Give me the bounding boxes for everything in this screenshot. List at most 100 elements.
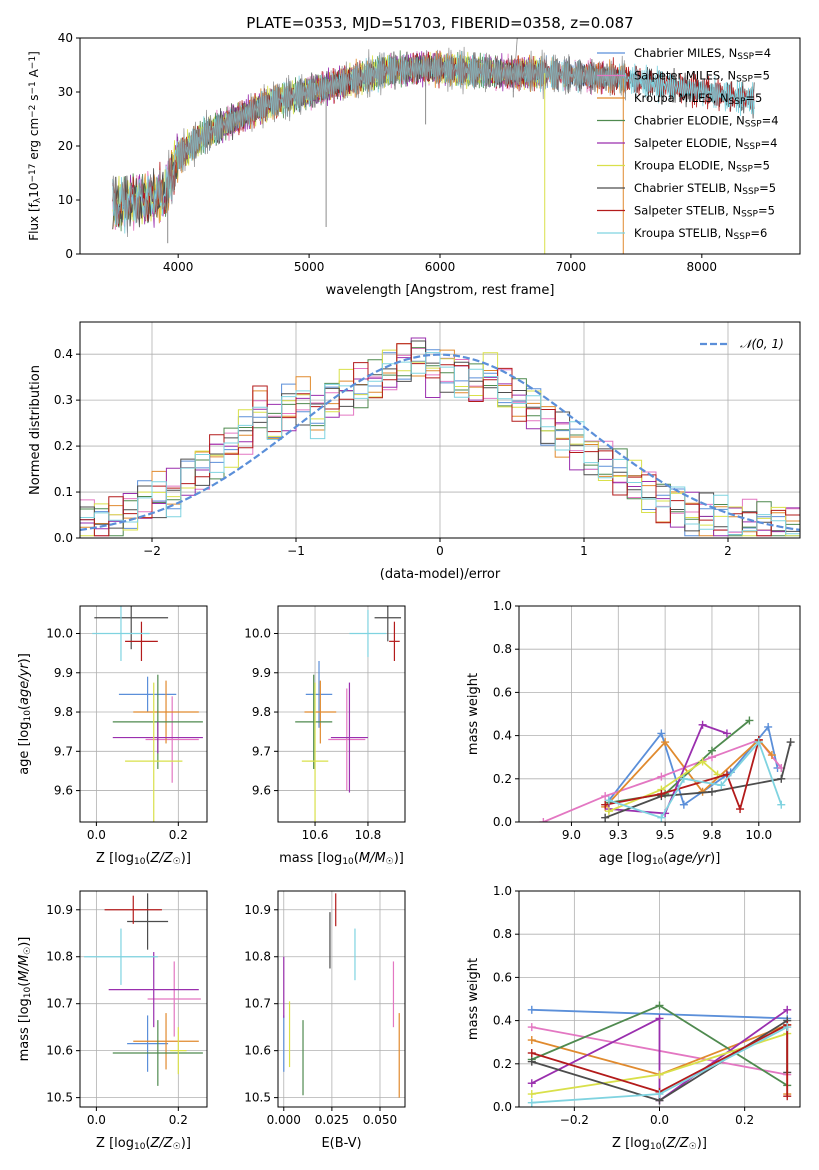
plot-area xyxy=(283,893,400,1098)
y-tick-label: 1.0 xyxy=(493,599,512,613)
x-axis-label: Z [log10(Z/Z☉)] xyxy=(96,1136,191,1152)
y-axis-label: mass weight xyxy=(466,673,481,755)
label-part: ( xyxy=(145,1136,150,1151)
axes-frame xyxy=(518,605,801,823)
y-tick-label: 10 xyxy=(58,193,73,207)
chart-mass-vs-ebv: 0.000 0.025 0.050 10.5 10.6 10.7 10.8 10.9 E(B-V… xyxy=(244,890,406,1151)
label-part: ☉ xyxy=(689,1142,697,1152)
y-tick-label: 10.8 xyxy=(46,950,73,964)
y-tick-label: 0.0 xyxy=(493,815,512,829)
plot-area xyxy=(527,1001,792,1107)
label-part: =4 xyxy=(761,136,778,150)
label-part: 10 xyxy=(134,1142,146,1152)
label-part: 10 xyxy=(23,986,33,998)
y-tick-label: 0.3 xyxy=(54,393,73,407)
label-part: ☉ xyxy=(173,857,181,867)
y-tick-label: 0.2 xyxy=(493,1057,512,1071)
x-axis-label: Z [log10(Z/Z☉)] xyxy=(96,851,191,867)
weight-line-kroupa_stelib xyxy=(608,740,783,819)
legend-label: Chabrier STELIB, NSSP=5 xyxy=(634,181,776,197)
label-part: M/M xyxy=(17,955,32,982)
label-part: Z/Z xyxy=(666,1136,690,1151)
label-part: age/yr xyxy=(668,851,711,866)
label-part: SSP xyxy=(745,120,762,130)
legend-label: 𝒩(0, 1) xyxy=(740,337,784,351)
label-part: )] xyxy=(697,1136,707,1151)
x-tick-label: 0.050 xyxy=(363,1113,397,1127)
y-tick-label: 10.0 xyxy=(244,626,271,640)
y-tick-label: 9.6 xyxy=(54,784,73,798)
y-tick-label: 9.7 xyxy=(252,744,271,758)
chart-mass-weight-vs-z: −0.2 0.0 0.2 0.0 0.2 0.4 0.6 0.8 1.0 mass weight Z… xyxy=(466,884,801,1152)
y-tick-label: 10.0 xyxy=(46,626,73,640)
label-part: 10 xyxy=(23,710,33,722)
label-part: SSP xyxy=(734,232,751,242)
y-tick-label: 10.9 xyxy=(244,903,271,917)
label-part: )] xyxy=(181,851,191,866)
label-part: Chabrier STELIB, N xyxy=(634,181,742,195)
figure-title: PLATE=0353, MJD=51703, FIBERID=0358, z=0… xyxy=(246,14,633,32)
plot-area xyxy=(539,716,795,822)
label-part: Z/Z xyxy=(150,851,174,866)
label-part: −17 xyxy=(28,164,38,183)
y-tick-label: 40 xyxy=(58,31,73,45)
x-tick-label: 9.5 xyxy=(656,828,675,842)
label-part: erg cm xyxy=(27,118,41,164)
label-part: SSP xyxy=(736,75,753,85)
label-part: Flux [f xyxy=(27,202,41,240)
x-tick-label: 0.025 xyxy=(315,1113,349,1127)
y-axis-label: age [log10(age/yr)] xyxy=(17,653,33,775)
x-axis-label: wavelength [Angstrom, rest frame] xyxy=(326,283,555,298)
label-part: Chabrier MILES, N xyxy=(634,46,737,60)
legend-label: Kroupa MILES, NSSP=5 xyxy=(634,91,762,107)
x-tick-label: 10.6 xyxy=(302,828,329,842)
label-part: =5 xyxy=(753,159,770,173)
chart-spectrum: 4000 5000 6000 7000 8000 0 10 20 30 40 wavelength … xyxy=(27,31,801,298)
legend-label: Chabrier ELODIE, NSSP=4 xyxy=(634,114,779,130)
legend-label: Chabrier MILES, NSSP=4 xyxy=(634,46,771,62)
y-axis-label: mass [log10(M/M☉)] xyxy=(17,937,33,1062)
label-part: =5 xyxy=(753,69,770,83)
label-part: SSP xyxy=(742,187,759,197)
y-tick-label: 10.6 xyxy=(244,1044,271,1058)
y-tick-label: 10.7 xyxy=(244,997,271,1011)
x-tick-label: 0.0 xyxy=(87,1113,106,1127)
weight-line-kroupa_elodie xyxy=(608,760,719,813)
label-part: =5 xyxy=(759,181,776,195)
x-tick-label: 6000 xyxy=(425,260,456,274)
chart-mass-vs-z: 0.0 0.210.510.610.710.810.9Z [log10(Z/Z☉)… xyxy=(17,890,208,1152)
y-tick-label: 0.8 xyxy=(493,927,512,941)
x-tick-label: 0.2 xyxy=(169,828,188,842)
axes-frame xyxy=(277,890,406,1108)
label-part: SSP xyxy=(741,210,758,220)
y-tick-label: 0.8 xyxy=(493,642,512,656)
label-part: ☉ xyxy=(23,947,33,955)
label-part: SSP xyxy=(744,142,761,152)
y-tick-label: 10.7 xyxy=(46,997,73,1011)
y-tick-label: 20 xyxy=(58,139,73,153)
weight-line-chabrier_miles xyxy=(531,1008,788,1020)
x-tick-label: 10.0 xyxy=(745,828,772,842)
label-part: ☉ xyxy=(386,857,394,867)
label-part: Kroupa ELODIE, N xyxy=(634,159,736,173)
x-tick-label: 7000 xyxy=(556,260,587,274)
label-part: age [log xyxy=(17,722,32,775)
x-tick-label: 9.3 xyxy=(609,828,628,842)
label-part: )] xyxy=(710,851,720,866)
y-axis-label: Flux [fλ10−17 erg cm−2 s−1 A−1] xyxy=(27,51,43,241)
chart-mass-weight-vs-age: 9.0 9.3 9.5 9.8 10.0 0.0 0.2 0.4 0.6 0.8 1.0 mass w… xyxy=(466,599,801,867)
label-part: =4 xyxy=(754,46,771,60)
label-part: ☉ xyxy=(173,1142,181,1152)
observed-spectrum xyxy=(112,46,627,238)
label-part: =6 xyxy=(750,226,767,240)
y-tick-label: 9.7 xyxy=(54,744,73,758)
weight-line-salpeter_elodie xyxy=(608,723,728,815)
x-tick-label: 0.2 xyxy=(169,1113,188,1127)
label-part: Kroupa STELIB, N xyxy=(634,226,734,240)
legend-label: Salpeter STELIB, NSSP=5 xyxy=(634,204,775,220)
label-part: Z [log xyxy=(96,851,134,866)
y-tick-label: 10.6 xyxy=(46,1044,73,1058)
y-tick-label: 0.2 xyxy=(493,772,512,786)
label-part: mass [log xyxy=(279,851,342,866)
